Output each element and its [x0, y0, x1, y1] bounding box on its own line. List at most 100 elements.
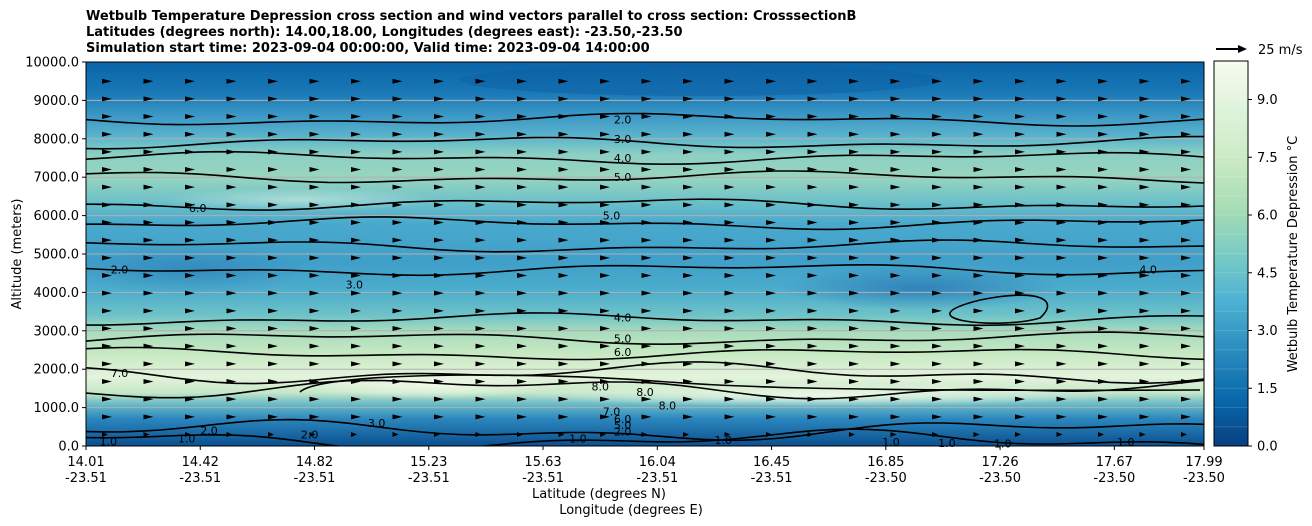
wind-arrow — [143, 396, 154, 402]
wind-arrow — [766, 184, 776, 190]
wind-arrow — [1139, 220, 1150, 226]
contour-label: 2.0 — [200, 425, 218, 438]
contour-label: 2.0 — [614, 425, 632, 438]
wind-arrow — [309, 149, 320, 155]
wind-arrow — [849, 167, 859, 173]
wind-arrow — [268, 361, 278, 367]
wind-arrow — [434, 308, 444, 314]
wind-arrow — [890, 184, 901, 190]
wind-arrow — [1056, 378, 1067, 384]
wind-arrow — [641, 237, 652, 243]
x-axis-label-latitude: Latitude (degrees N) — [532, 487, 666, 502]
wind-arrow — [392, 202, 403, 208]
wind-arrow — [641, 96, 652, 102]
wind-arrow — [600, 131, 610, 137]
wind-arrow — [600, 167, 610, 173]
wind-arrow — [807, 396, 818, 402]
wind-arrow — [434, 255, 444, 261]
wind-arrow — [143, 273, 154, 279]
wind-arrow — [807, 167, 818, 173]
wind-arrow — [766, 308, 776, 314]
contour-label: 6.0 — [614, 413, 632, 426]
wind-arrow — [226, 237, 237, 243]
wind-arrow — [932, 149, 942, 155]
wind-arrow — [766, 255, 776, 261]
wind-arrow — [766, 78, 776, 84]
wind-arrow — [1056, 343, 1067, 349]
wind-arrow — [309, 255, 320, 261]
wind-arrow — [185, 78, 195, 84]
wind-arrow — [890, 414, 901, 420]
wind-arrow — [932, 273, 942, 279]
wind-arrow — [973, 255, 984, 261]
x-tick-label-lat: 16.45 — [753, 455, 790, 470]
contour-label: 1.0 — [1117, 436, 1135, 449]
contour-label: 8.0 — [592, 380, 610, 393]
wind-arrow — [102, 149, 112, 155]
wind-arrow — [102, 308, 112, 314]
y-tick-label: 1000.0 — [34, 401, 80, 416]
wind-arrow — [475, 78, 486, 84]
contour-label: 5.0 — [614, 171, 632, 184]
contour-line — [86, 428, 1204, 446]
wind-arrow — [475, 131, 486, 137]
wind-arrow — [807, 131, 818, 137]
wind-arrow — [1015, 255, 1025, 261]
wind-arrow — [143, 361, 154, 367]
wind-arrow — [309, 273, 320, 279]
wind-arrow — [973, 202, 984, 208]
wind-arrow — [434, 343, 444, 349]
wind-arrow — [558, 255, 569, 261]
x-tick-label-lat: 14.82 — [296, 455, 333, 470]
wind-arrow — [558, 273, 569, 279]
wind-arrow — [890, 343, 901, 349]
wind-arrow — [475, 396, 486, 402]
wind-arrow — [185, 167, 195, 173]
wind-arrow — [185, 184, 195, 190]
wind-arrow — [268, 202, 278, 208]
wind-arrow — [185, 255, 195, 261]
wind-arrow — [351, 167, 361, 173]
wind-arrow — [392, 220, 403, 226]
wind-arrow — [226, 149, 237, 155]
wind-arrow — [185, 149, 195, 155]
wind-arrow — [807, 96, 818, 102]
contour-label: 3.0 — [614, 133, 632, 146]
wind-arrow — [600, 96, 610, 102]
wind-arrow — [932, 396, 942, 402]
wind-arrow — [1139, 290, 1150, 296]
chart-title-line-1: Wetbulb Temperature Depression cross sec… — [86, 9, 857, 24]
wind-arrow — [1098, 431, 1104, 437]
wind-arrow — [143, 431, 150, 437]
wind-arrow — [724, 325, 735, 331]
wind-arrow — [102, 220, 112, 226]
wind-arrow — [1056, 361, 1067, 367]
wind-arrow — [434, 396, 444, 402]
wind-arrow — [766, 114, 776, 120]
wind-arrow — [517, 361, 527, 367]
wind-arrow — [849, 255, 859, 261]
colorbar-tick-label: 7.5 — [1257, 151, 1278, 166]
wind-arrow — [683, 114, 693, 120]
wind-arrow — [143, 255, 154, 261]
contour-line — [86, 346, 1204, 361]
wind-arrow — [1056, 255, 1067, 261]
wind-arrow — [849, 273, 859, 279]
wind-arrow — [392, 255, 403, 261]
wind-arrow — [766, 273, 776, 279]
wind-arrow — [1139, 96, 1150, 102]
wind-arrow — [558, 149, 569, 155]
wind-arrow — [475, 414, 486, 420]
wind-arrow — [849, 184, 859, 190]
x-tick-label-lon: -23.51 — [294, 471, 336, 486]
wind-arrow — [683, 378, 693, 384]
wind-arrow — [143, 114, 154, 120]
wind-arrow — [309, 325, 320, 331]
wind-arrow — [434, 114, 444, 120]
y-tick-label: 9000.0 — [34, 94, 80, 109]
wind-arrow — [558, 308, 569, 314]
wind-arrow — [932, 325, 942, 331]
y-tick-label: 8000.0 — [34, 132, 80, 147]
wind-arrow — [392, 396, 403, 402]
wind-arrow — [309, 167, 320, 173]
